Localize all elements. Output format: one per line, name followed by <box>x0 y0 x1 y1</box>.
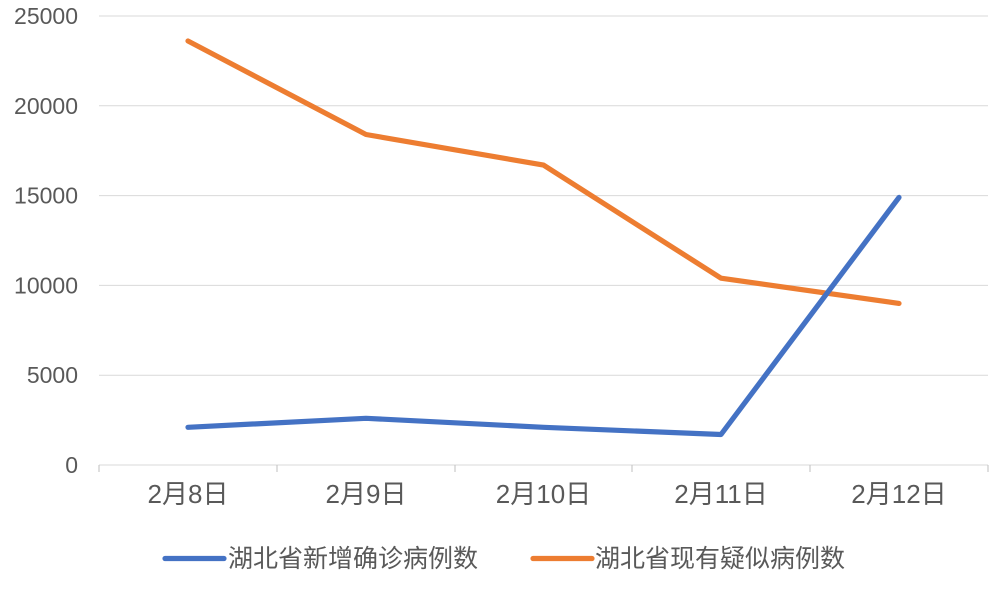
svg-text:0: 0 <box>65 452 78 478</box>
svg-text:湖北省新增确诊病例数: 湖北省新增确诊病例数 <box>228 545 478 573</box>
svg-text:15000: 15000 <box>14 183 78 209</box>
svg-text:25000: 25000 <box>14 3 78 29</box>
svg-text:湖北省现有疑似病例数: 湖北省现有疑似病例数 <box>595 545 845 573</box>
svg-text:2月8日: 2月8日 <box>148 479 229 509</box>
svg-text:10000: 10000 <box>14 272 78 298</box>
svg-text:2月9日: 2月9日 <box>326 479 407 509</box>
svg-text:5000: 5000 <box>27 362 78 388</box>
svg-text:20000: 20000 <box>14 93 78 119</box>
svg-text:2月12日: 2月12日 <box>851 479 946 509</box>
svg-text:2月10日: 2月10日 <box>496 479 591 509</box>
svg-text:2月11日: 2月11日 <box>674 479 767 509</box>
